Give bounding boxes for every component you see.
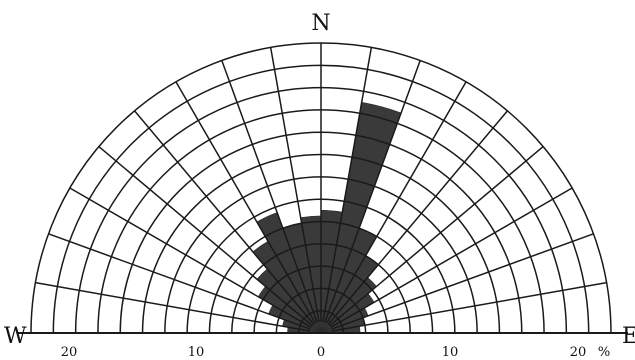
grid-spoke-12 — [327, 110, 508, 325]
tick-label-east-10: 10 — [442, 345, 459, 360]
grid-spoke-13 — [329, 146, 544, 327]
grid-spoke-3 — [98, 146, 313, 327]
grid-spoke-7 — [269, 47, 320, 323]
grid-spoke-15 — [331, 233, 594, 330]
grid-spoke-9 — [322, 47, 373, 323]
grid-spoke-2 — [69, 187, 312, 329]
radial-unit-label: % — [598, 345, 610, 360]
grid-spoke-16 — [331, 281, 607, 332]
east-label: E — [622, 324, 635, 349]
north-label: N — [311, 11, 330, 36]
grid-spoke-5 — [175, 81, 317, 324]
grid-spoke-10 — [324, 60, 421, 323]
tick-label-west-10: 10 — [188, 345, 205, 360]
tick-label-center-0: 0 — [317, 345, 325, 360]
grid-spoke-1 — [48, 233, 311, 330]
grid-spoke-0 — [35, 281, 311, 332]
grid-spoke-14 — [330, 187, 573, 329]
grid-spoke-6 — [221, 60, 318, 323]
tick-label-west-20: 20 — [61, 345, 78, 360]
angular-grid-spokes — [35, 43, 607, 332]
tick-label-east-20: 20 — [570, 345, 587, 360]
grid-spoke-4 — [134, 110, 315, 325]
west-label: W — [4, 324, 27, 349]
grid-spoke-11 — [325, 81, 467, 324]
